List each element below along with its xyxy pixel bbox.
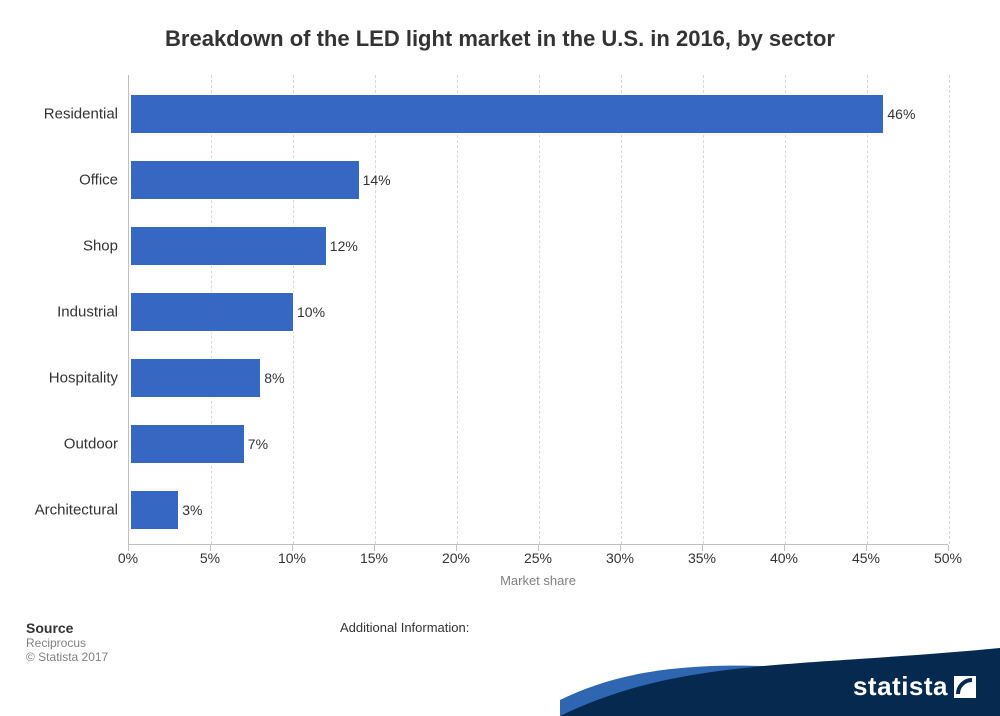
x-tick-label: 10%: [278, 550, 306, 566]
bar: [130, 292, 294, 332]
source-line-1: © Statista 2017: [26, 650, 626, 664]
plot-region: 46% 14% 12% 10% 8% 7% 3%: [128, 75, 948, 545]
source-heading: Source: [26, 620, 626, 636]
category-label: Office: [79, 172, 118, 189]
bar-value-label: 46%: [883, 106, 915, 122]
x-axis-title: Market share: [500, 573, 576, 588]
category-label: Hospitality: [49, 370, 118, 387]
category-label: Residential: [44, 106, 118, 123]
bar: [130, 424, 245, 464]
chart-area: 46%14%12%10%8%7%3% Market share 0%5%10%1…: [128, 75, 948, 585]
bar-value-label: 3%: [178, 502, 202, 518]
bar-row: 8%: [129, 358, 260, 398]
gridline: [867, 75, 868, 544]
gridline: [703, 75, 704, 544]
additional-info-label: Additional Information:: [340, 620, 469, 635]
category-label: Shop: [83, 238, 118, 255]
gridline: [457, 75, 458, 544]
category-label: Architectural: [35, 502, 118, 519]
x-tick-label: 40%: [770, 550, 798, 566]
brand-logo: statista: [853, 671, 976, 702]
gridline: [375, 75, 376, 544]
bar-value-label: 10%: [293, 304, 325, 320]
bar-row: 7%: [129, 424, 244, 464]
x-tick-label: 35%: [688, 550, 716, 566]
bar-row: 14%: [129, 160, 359, 200]
gridline: [539, 75, 540, 544]
category-label: Outdoor: [64, 436, 118, 453]
bar: [130, 94, 884, 134]
brand-name: statista: [853, 671, 948, 702]
bar-value-label: 12%: [326, 238, 358, 254]
category-label: Industrial: [57, 304, 118, 321]
x-tick-label: 20%: [442, 550, 470, 566]
gridline: [785, 75, 786, 544]
chart-title: Breakdown of the LED light market in the…: [0, 0, 1000, 62]
x-tick-label: 50%: [934, 550, 962, 566]
bar-row: 46%: [129, 94, 883, 134]
x-tick-label: 25%: [524, 550, 552, 566]
bar: [130, 490, 179, 530]
bar-row: 10%: [129, 292, 293, 332]
source-line-0: Reciprocus: [26, 636, 626, 650]
x-tick-label: 0%: [118, 550, 138, 566]
brand-arc-icon: [954, 676, 976, 698]
x-tick-label: 5%: [200, 550, 220, 566]
bar-value-label: 8%: [260, 370, 284, 386]
bar-value-label: 7%: [244, 436, 268, 452]
footer: Source Reciprocus © Statista 2017: [26, 620, 626, 664]
bar: [130, 160, 360, 200]
x-tick-label: 45%: [852, 550, 880, 566]
x-tick-label: 30%: [606, 550, 634, 566]
x-tick-label: 15%: [360, 550, 388, 566]
bar-row: 12%: [129, 226, 326, 266]
bar: [130, 358, 261, 398]
bar: [130, 226, 327, 266]
gridline: [621, 75, 622, 544]
gridline: [949, 75, 950, 544]
bar-value-label: 14%: [359, 172, 391, 188]
bar-row: 3%: [129, 490, 178, 530]
